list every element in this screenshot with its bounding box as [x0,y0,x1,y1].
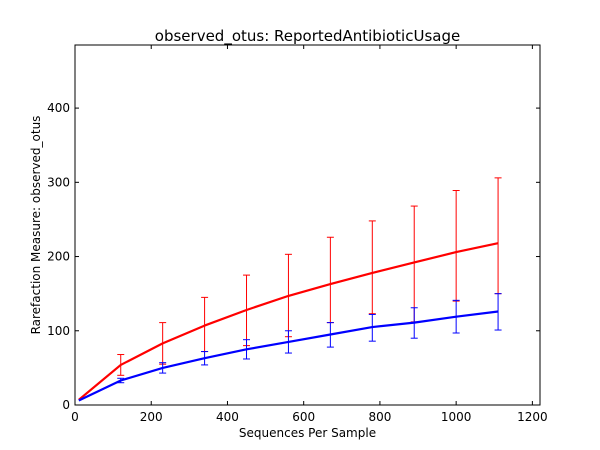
plot-frame [74,44,541,406]
series-line [78,242,499,401]
y-tick-label: 0 [62,398,70,412]
y-tick-label: 400 [47,101,70,115]
y-tick-label: 300 [47,175,70,189]
axis-ticks: 0 200 400 600 800 1000 1200 0 100 200 300 400 [47,45,548,424]
y-tick-label: 200 [47,250,70,264]
x-axis-label: Sequences Per Sample [239,426,376,440]
y-tick-label: 100 [47,324,70,338]
series-1 [78,293,502,402]
x-tick-label: 1200 [517,410,548,424]
series-layer [78,177,502,402]
x-tick-label: 1000 [441,410,472,424]
series-line [78,310,499,402]
chart-title: observed_otus: ReportedAntibioticUsage [155,27,460,46]
y-axis-label: Rarefaction Measure: observed_otus [29,116,43,335]
x-tick-label: 800 [368,410,391,424]
x-tick-label: 600 [292,410,315,424]
x-tick-label: 200 [140,410,163,424]
x-tick-label: 400 [216,410,239,424]
x-tick-label: 0 [71,410,79,424]
series-0 [78,177,502,401]
